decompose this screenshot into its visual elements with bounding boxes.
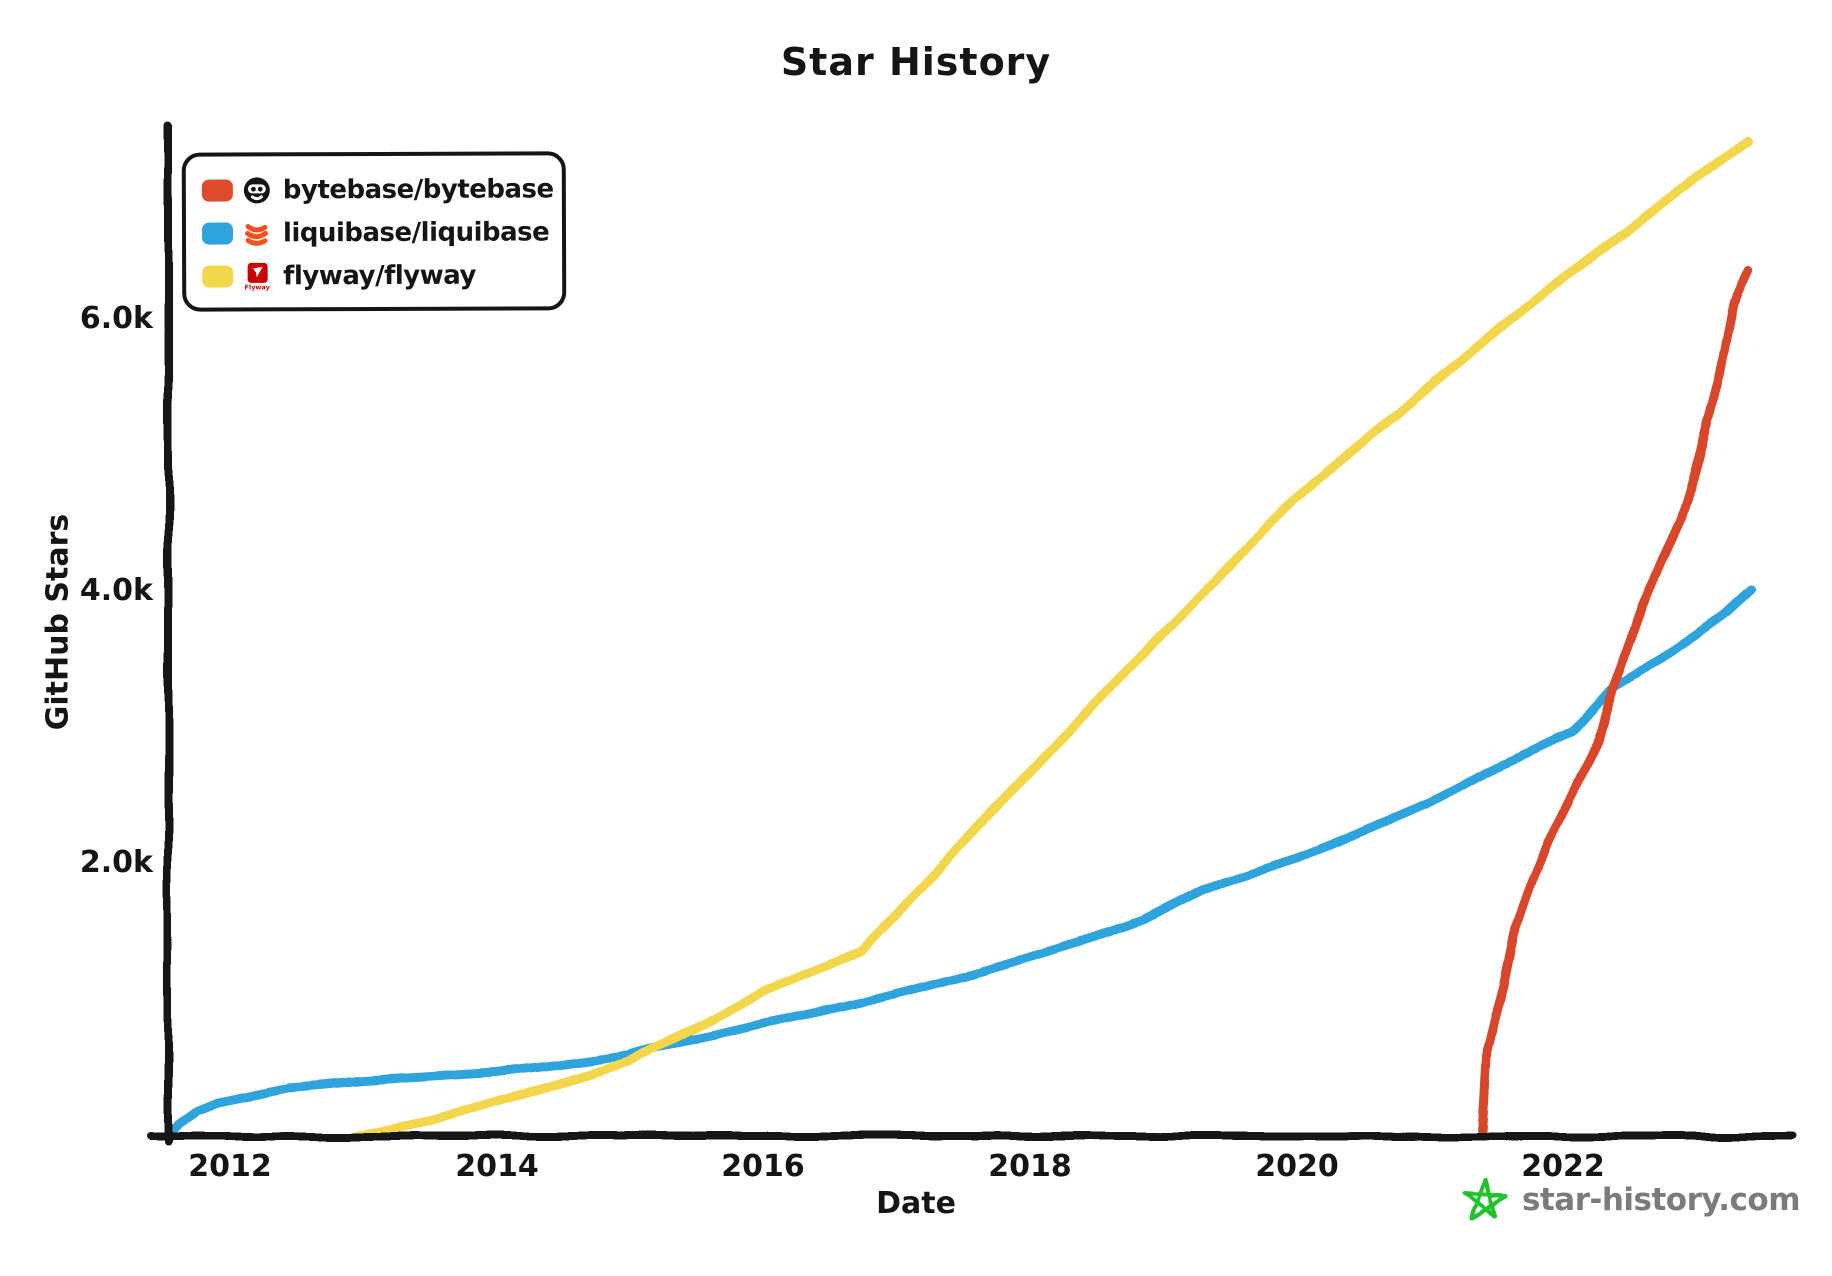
legend-item-label: liquibase/liquibase bbox=[282, 216, 550, 248]
x-axis-title: Date bbox=[876, 1186, 956, 1221]
page-title: Star History bbox=[780, 40, 1052, 84]
flyway-logo-caption: Flyway bbox=[244, 282, 270, 291]
legend-color-swatch bbox=[202, 264, 234, 288]
watermark-link[interactable]: star-history.com bbox=[1522, 1182, 1801, 1218]
legend-item-liquibase[interactable]: liquibase/liquibase bbox=[186, 210, 562, 254]
series-line-flyway bbox=[352, 137, 1755, 1140]
legend-item-label: bytebase/bytebase bbox=[282, 173, 554, 205]
legend-item-flyway[interactable]: Flyway flyway/flyway bbox=[186, 253, 562, 297]
flyway-logo-icon: Flyway bbox=[242, 261, 272, 291]
series-layer bbox=[162, 137, 1755, 1140]
chart-legend: bytebase/bytebase liquibase/liquibase Fl… bbox=[181, 151, 567, 312]
star-history-logo-icon bbox=[1463, 1178, 1507, 1222]
y-axis-title: GitHub Stars bbox=[40, 513, 76, 731]
x-tick-label-2020: 2020 bbox=[1255, 1149, 1339, 1184]
liquibase-logo-icon bbox=[242, 218, 272, 248]
x-tick-label-2012: 2012 bbox=[188, 1149, 272, 1184]
series-line-bytebase bbox=[1477, 266, 1755, 1140]
series-line-liquibase bbox=[162, 586, 1755, 1140]
x-tick-label-2014: 2014 bbox=[455, 1149, 539, 1184]
watermark[interactable]: star-history.com bbox=[1462, 1176, 1801, 1224]
bytebase-logo-icon bbox=[242, 175, 272, 205]
y-tick-label-4k: 4.0k bbox=[79, 573, 153, 608]
x-tick-label-2018: 2018 bbox=[988, 1149, 1072, 1184]
y-tick-label-2k: 2.0k bbox=[79, 845, 153, 880]
legend-color-swatch bbox=[201, 178, 233, 202]
legend-color-swatch bbox=[201, 221, 234, 245]
legend-item-label: flyway/flyway bbox=[283, 260, 476, 291]
x-tick-label-2016: 2016 bbox=[721, 1149, 805, 1184]
legend-item-bytebase[interactable]: bytebase/bytebase bbox=[186, 167, 562, 211]
y-tick-label-6k: 6.0k bbox=[79, 301, 153, 336]
x-tick-label-2022: 2022 bbox=[1521, 1149, 1605, 1184]
